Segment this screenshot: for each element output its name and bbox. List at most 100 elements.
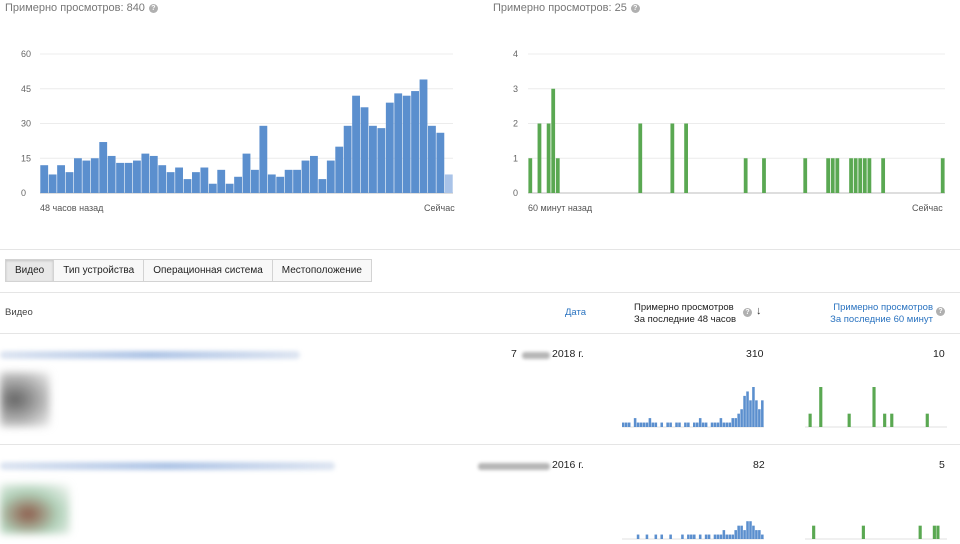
chart-bar[interactable]	[116, 162, 124, 193]
video-title-blurred[interactable]	[0, 351, 300, 359]
sparkline-bar	[761, 534, 764, 539]
sparkline-bar	[719, 418, 723, 427]
chart-bar[interactable]	[638, 123, 643, 194]
chart-bar[interactable]	[141, 153, 150, 193]
chart-bar[interactable]	[65, 172, 74, 193]
chart-bar[interactable]	[293, 169, 301, 193]
chart-bar[interactable]	[40, 165, 49, 193]
chart-bar[interactable]	[175, 167, 183, 193]
chart-bar[interactable]	[107, 155, 116, 193]
sort-down-arrow-icon[interactable]: ↓	[756, 305, 762, 317]
help-icon[interactable]: ?	[630, 3, 640, 13]
sparkline-48h	[622, 387, 764, 428]
chart-bar[interactable]	[743, 158, 748, 193]
chart-bar[interactable]	[133, 160, 141, 193]
chart-bar[interactable]	[762, 158, 766, 193]
chart-bar[interactable]	[90, 158, 99, 193]
chart-bar[interactable]	[284, 169, 293, 193]
tab-video[interactable]: Видео	[5, 259, 55, 282]
column-header-views-60m[interactable]: Примерно просмотров За последние 60 мину…	[827, 302, 933, 326]
help-icon[interactable]: ?	[148, 3, 158, 13]
video-thumbnail-blurred[interactable]	[0, 372, 50, 427]
chart-bar[interactable]	[803, 158, 808, 193]
chart-bar[interactable]	[858, 158, 863, 193]
chart-bar[interactable]	[99, 142, 108, 193]
sparkline-bar	[669, 422, 672, 427]
chart-bar[interactable]	[259, 125, 268, 193]
chart-bar[interactable]	[200, 167, 209, 193]
chart-bar[interactable]	[343, 125, 352, 193]
chart-bar[interactable]	[684, 123, 688, 194]
chart-bar[interactable]	[225, 183, 234, 193]
chart-bar[interactable]	[82, 160, 91, 193]
chart-bar[interactable]	[546, 123, 551, 194]
sparkline-bar	[740, 525, 743, 539]
chart-bar[interactable]	[369, 125, 377, 193]
chart-bar[interactable]	[242, 153, 251, 193]
tab-location[interactable]: Местоположение	[271, 259, 372, 282]
chart-bar[interactable]	[670, 123, 675, 194]
chart-bar[interactable]	[881, 158, 886, 193]
video-title-blurred[interactable]	[0, 462, 335, 470]
chart-bar[interactable]	[537, 123, 542, 194]
chart-bar[interactable]	[830, 158, 835, 193]
tab-operating-system[interactable]: Операционная система	[143, 259, 273, 282]
chart-bar[interactable]	[251, 169, 259, 193]
chart-bar[interactable]	[310, 155, 318, 193]
chart-bar[interactable]	[326, 160, 335, 193]
chart-bar[interactable]	[318, 179, 327, 193]
sparkline-bar	[936, 525, 940, 539]
chart-bar[interactable]	[862, 158, 867, 193]
chart-bar[interactable]	[74, 158, 82, 193]
chart-bar[interactable]	[335, 146, 344, 193]
sparkline-bar	[636, 534, 640, 539]
chart-bar[interactable]	[940, 158, 945, 193]
chart-bar[interactable]	[301, 160, 310, 193]
video-date-day-month-blurred	[478, 463, 550, 470]
chart-bar[interactable]	[402, 95, 411, 193]
column-header-date[interactable]: Дата	[565, 307, 587, 318]
chart-bar[interactable]	[528, 158, 533, 193]
chart-bar[interactable]	[166, 172, 175, 193]
chart-bar[interactable]	[149, 155, 158, 193]
chart-bar[interactable]	[551, 88, 556, 193]
chart-bar[interactable]	[276, 176, 285, 193]
chart-bar[interactable]	[826, 158, 831, 193]
chart-bar[interactable]	[217, 169, 226, 193]
chart-bar[interactable]	[411, 91, 419, 193]
chart-bar[interactable]	[192, 172, 200, 193]
chart-bar[interactable]	[444, 174, 453, 193]
chart-bar[interactable]	[436, 132, 445, 193]
chart-bar[interactable]	[835, 158, 840, 193]
chart-bar[interactable]	[428, 125, 436, 193]
chart-bar[interactable]	[555, 158, 560, 193]
chart-bar[interactable]	[234, 176, 242, 193]
sparkline-bar	[675, 422, 678, 427]
chart-bar[interactable]	[849, 158, 853, 193]
chart-bar[interactable]	[158, 165, 167, 193]
chart-bar[interactable]	[867, 158, 872, 193]
chart-bar[interactable]	[124, 162, 133, 193]
help-icon[interactable]: ?	[936, 307, 945, 316]
column-header-views-48h[interactable]: Примерно просмотров За последние 48 часо…	[634, 302, 736, 326]
chart-bar[interactable]	[360, 107, 369, 193]
video-thumbnail-blurred[interactable]	[0, 484, 70, 534]
chart-60-minutes[interactable]: 0 1 2 3 4	[480, 0, 960, 210]
chart-bar[interactable]	[419, 79, 428, 193]
sparkline-bar	[698, 418, 702, 427]
y-tick-label: 2	[513, 119, 518, 129]
chart-bar[interactable]	[57, 165, 65, 193]
chart-48-hours[interactable]: 0 15 30 45 60	[0, 0, 470, 210]
sparkline-bar	[722, 422, 726, 427]
chart-bar[interactable]	[352, 95, 360, 193]
help-icon[interactable]: ?	[743, 308, 752, 317]
chart-bar[interactable]	[267, 174, 276, 193]
chart-bar[interactable]	[853, 158, 858, 193]
chart-bar[interactable]	[394, 93, 403, 193]
tab-device-type[interactable]: Тип устройства	[53, 259, 145, 282]
chart-bar[interactable]	[48, 174, 57, 193]
chart-bar[interactable]	[183, 179, 192, 193]
chart-bar[interactable]	[208, 183, 217, 193]
chart-bar[interactable]	[385, 102, 394, 193]
chart-bar[interactable]	[377, 128, 386, 193]
